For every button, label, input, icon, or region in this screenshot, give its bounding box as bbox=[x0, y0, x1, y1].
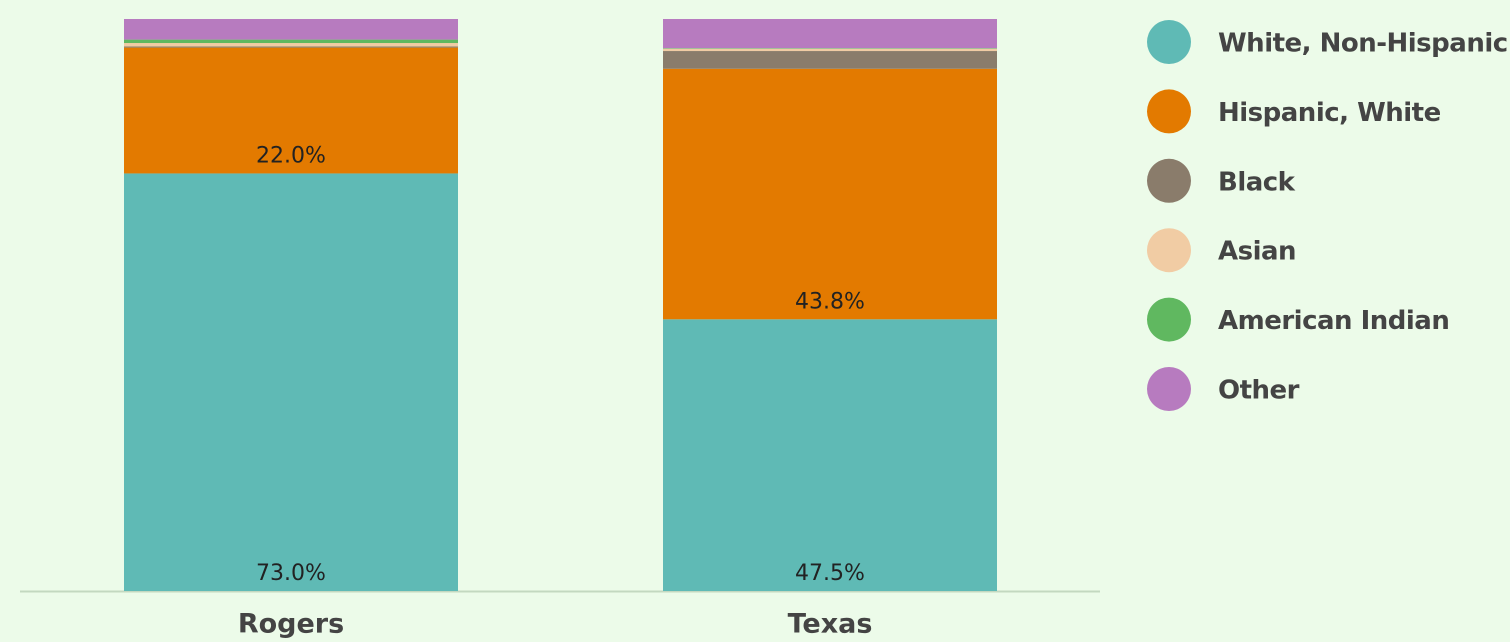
bar-segment bbox=[663, 48, 997, 52]
legend-label: Asian bbox=[1218, 237, 1296, 267]
data-label: 47.5% bbox=[795, 561, 865, 586]
legend-label: White, Non-Hispanic bbox=[1218, 29, 1508, 59]
data-label: 73.0% bbox=[256, 561, 326, 586]
data-label: 43.8% bbox=[795, 289, 865, 314]
legend-marker bbox=[1147, 367, 1191, 411]
bar-segment bbox=[663, 19, 997, 49]
bar-segment bbox=[663, 51, 997, 69]
legend-marker bbox=[1147, 228, 1191, 273]
legend-marker bbox=[1147, 158, 1191, 203]
x-tick-label: Rogers bbox=[238, 609, 344, 640]
x-tick-label: Texas bbox=[788, 609, 873, 640]
bar-segment bbox=[663, 48, 997, 49]
bar-segment bbox=[663, 68, 997, 320]
data-label: 22.0% bbox=[256, 143, 326, 168]
legend-marker bbox=[1147, 297, 1191, 342]
legend-label: American Indian bbox=[1218, 306, 1449, 336]
legend-label: Hispanic, White bbox=[1218, 98, 1441, 128]
legend-marker bbox=[1147, 89, 1191, 134]
bar-segment bbox=[124, 47, 458, 174]
legend-label: Other bbox=[1218, 376, 1300, 406]
legend-label: Black bbox=[1218, 167, 1296, 197]
bar-segment bbox=[124, 39, 458, 44]
bar-segment bbox=[124, 173, 458, 591]
bar-segment bbox=[124, 46, 458, 48]
legend-marker bbox=[1147, 20, 1191, 64]
bar-segment bbox=[124, 43, 458, 47]
bar-segment bbox=[124, 19, 458, 40]
bar-segment bbox=[663, 319, 997, 591]
